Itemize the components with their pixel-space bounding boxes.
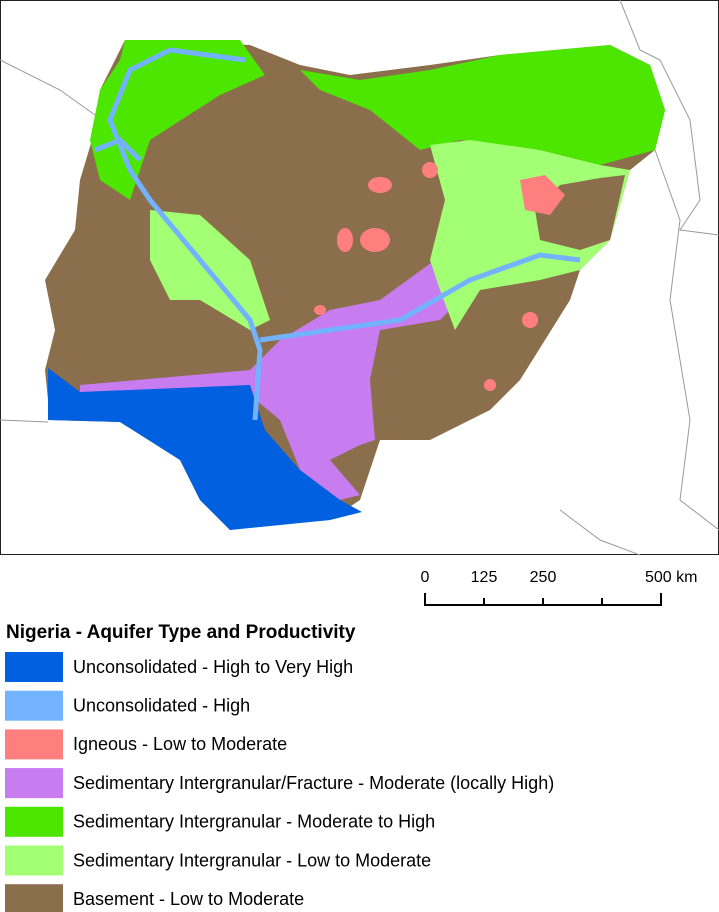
legend-swatch bbox=[5, 806, 63, 837]
legend-label: Sedimentary Intergranular - Low to Moder… bbox=[73, 850, 431, 870]
igneous-patches bbox=[314, 162, 565, 391]
scale-label: 0 bbox=[421, 569, 430, 586]
legend-label: Sedimentary Intergranular - Moderate to … bbox=[73, 812, 435, 832]
legend-label: Igneous - Low to Moderate bbox=[73, 734, 287, 754]
scale-label: 250 bbox=[530, 569, 557, 586]
legend-swatch bbox=[5, 884, 63, 912]
rivers bbox=[94, 47, 581, 421]
sedimentary-high-nw-region bbox=[90, 40, 265, 200]
neighbor-borders bbox=[0, 0, 719, 556]
scale-label: 500 km bbox=[645, 569, 697, 586]
legend: Unconsolidated - High to Very High Uncons… bbox=[5, 652, 554, 912]
sedimentary-fracture-region bbox=[80, 260, 470, 500]
legend-swatch bbox=[5, 690, 63, 721]
unconsolidated-very-high-region bbox=[48, 368, 362, 530]
legend-swatch bbox=[5, 768, 63, 799]
legend-label: Unconsolidated - High bbox=[73, 695, 250, 715]
scale-label: 125 bbox=[471, 569, 498, 586]
map bbox=[0, 0, 719, 556]
legend-swatch bbox=[5, 652, 63, 682]
legend-label: Sedimentary Intergranular/Fracture - Mod… bbox=[73, 773, 554, 793]
legend-label: Basement - Low to Moderate bbox=[73, 889, 304, 909]
legend-swatch bbox=[5, 729, 63, 760]
legend-title: Nigeria - Aquifer Type and Productivity bbox=[6, 622, 356, 643]
scale-bar: 0 125 250 500 km bbox=[421, 569, 697, 606]
legend-label: Unconsolidated - High to Very High bbox=[73, 657, 353, 677]
sedimentary-high-ne-region bbox=[300, 45, 665, 165]
legend-swatch bbox=[5, 845, 63, 876]
